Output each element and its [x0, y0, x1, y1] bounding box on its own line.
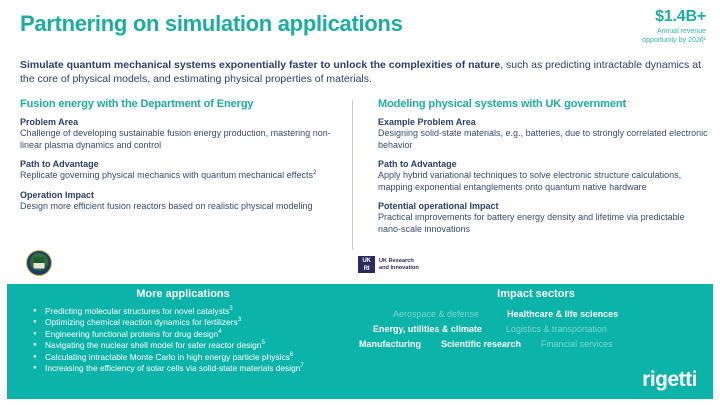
footnote-ref: 5	[261, 340, 265, 347]
block-body: Design more efficient fusion reactors ba…	[20, 201, 350, 213]
block-body-text: Challenge of developing sustainable fusi…	[20, 128, 331, 150]
ukri-logo-text: UK Research and Innovation	[379, 258, 419, 271]
block-operation-impact: Operation Impact Design more efficient f…	[20, 189, 350, 213]
list-item-text: Navigating the nuclear shell model for s…	[45, 340, 262, 351]
list-item: Optimizing chemical reaction dynamics fo…	[33, 317, 359, 329]
block-body-text: Replicate governing physical mechanics w…	[20, 170, 313, 180]
block-title: Path to Advantage	[378, 159, 457, 169]
sector-row: Manufacturing Scientific research Financ…	[359, 339, 713, 349]
sector-logistics-transportation: Logistics & transportation	[505, 324, 607, 334]
list-item-text: Increasing the efficiency of solar cells…	[45, 363, 301, 374]
block-title: Operation Impact	[20, 189, 95, 200]
block-path-to-advantage: Path to Advantage Replicate governing ph…	[20, 158, 350, 182]
uk-research-and-innovation-logo: UK RI UK Research and Innovation	[358, 256, 419, 273]
block-body: Replicate governing physical mechanics w…	[20, 170, 350, 182]
revenue-callout: $1.4B+ Annual revenue opportunity by 202…	[642, 8, 706, 45]
block-title: Problem Area	[20, 117, 79, 127]
sector-manufacturing: Manufacturing	[359, 339, 421, 349]
list-item-text: Optimizing chemical reaction dynamics fo…	[45, 317, 238, 328]
bottom-teal-panel: More applications Predicting molecular s…	[7, 284, 713, 399]
block-body-text: Design more efficient fusion reactors ba…	[20, 200, 313, 211]
page-title: Partnering on simulation applications	[20, 11, 403, 36]
block-potential-operational-impact: Potential operational Impact Practical i…	[378, 200, 708, 235]
impact-sectors-section: Impact sectors Aerospace & defense Healt…	[359, 284, 713, 354]
footnote-ref: 2	[313, 170, 317, 176]
sector-financial-services: Financial services	[541, 339, 613, 349]
block-body-text: Apply hybrid variational techniques to s…	[378, 170, 682, 192]
list-item-text: Engineering functional proteins for drug…	[45, 328, 219, 339]
sector-scientific-research: Scientific research	[441, 339, 522, 349]
revenue-label: Annual revenue opportunity by 2026¹	[642, 27, 706, 45]
revenue-amount: $1.4B+	[655, 8, 706, 25]
column-divider	[352, 100, 353, 250]
ukri-mark-icon: UK RI	[358, 256, 375, 273]
lead-rest: , such as predicting intractable dynamic…	[20, 59, 701, 85]
block-body: Challenge of developing sustainable fusi…	[20, 128, 350, 151]
sectors-cloud: Aerospace & defense Healthcare & life sc…	[359, 309, 713, 349]
footnote-ref: 3	[237, 317, 242, 324]
block-body: Apply hybrid variational techniques to s…	[378, 170, 708, 193]
more-applications-section: More applications Predicting molecular s…	[7, 284, 359, 375]
block-example-problem-area: Example Problem Area Designing solid-sta…	[378, 116, 708, 151]
block-body-text: Practical improvements for battery energ…	[378, 212, 685, 234]
ukri-mark-top: UK	[362, 257, 371, 264]
footnote-ref: 7	[300, 363, 304, 370]
block-body: Practical improvements for battery energ…	[378, 212, 708, 235]
sector-aerospace-defense: Aerospace & defense	[393, 309, 480, 319]
list-item: Navigating the nuclear shell model for s…	[33, 340, 359, 352]
more-applications-heading: More applications	[136, 288, 230, 300]
list-item-text: Calculating intractable Monte Carlo in h…	[45, 351, 290, 362]
block-body: Designing solid-state materials, e.g., b…	[378, 128, 708, 151]
footnote-ref: 3	[229, 306, 233, 313]
list-item: Predicting molecular structures for nove…	[33, 306, 359, 318]
revenue-label-line2: opportunity by 2026¹	[642, 37, 706, 44]
column-heading: Fusion energy with the Department of Ene…	[20, 98, 254, 110]
ukri-text-line1: UK Research	[379, 257, 414, 264]
ukri-mark-bottom: RI	[363, 265, 370, 272]
lead-bold: Simulate quantum mechanical systems expo…	[20, 59, 501, 71]
sector-row: Energy, utilities & climate Logistics & …	[359, 324, 713, 334]
block-title: Path to Advantage	[20, 159, 99, 169]
applications-list: Predicting molecular structures for nove…	[33, 306, 359, 375]
doe-seal-shape	[26, 250, 52, 276]
column-fusion-energy: Fusion energy with the Department of Ene…	[20, 98, 350, 219]
ukri-text-line2: and Innovation	[379, 264, 419, 271]
column-uk-government: Modeling physical systems with UK govern…	[378, 98, 708, 242]
department-of-energy-seal-icon	[26, 250, 52, 276]
footnote-ref: 4	[218, 329, 222, 336]
block-title: Example Problem Area	[378, 117, 476, 127]
list-item: Increasing the efficiency of solar cells…	[33, 363, 359, 375]
impact-sectors-heading: Impact sectors	[497, 288, 575, 300]
list-item-text: Predicting molecular structures for nove…	[45, 306, 230, 316]
block-title: Potential operational Impact	[378, 201, 499, 211]
sector-row: Aerospace & defense Healthcare & life sc…	[359, 309, 713, 319]
sector-healthcare-life-sciences: Healthcare & life sciences	[507, 309, 619, 319]
column-heading: Modeling physical systems with UK govern…	[378, 98, 627, 110]
columns-region: Fusion energy with the Department of Ene…	[20, 98, 708, 280]
block-path-to-advantage: Path to Advantage Apply hybrid variation…	[378, 158, 708, 193]
list-item: Calculating intractable Monte Carlo in h…	[33, 351, 359, 364]
block-body-text: Designing solid-state materials, e.g., b…	[378, 128, 708, 150]
footnote-ref: 6	[289, 351, 294, 358]
rigetti-logo: rigetti	[642, 368, 697, 391]
revenue-label-line1: Annual revenue	[656, 28, 706, 35]
lead-paragraph: Simulate quantum mechanical systems expo…	[20, 58, 706, 86]
sector-energy-utilities-climate: Energy, utilities & climate	[373, 324, 482, 334]
block-problem-area: Problem Area Challenge of developing sus…	[20, 116, 350, 151]
list-item: Engineering functional proteins for drug…	[33, 328, 359, 341]
